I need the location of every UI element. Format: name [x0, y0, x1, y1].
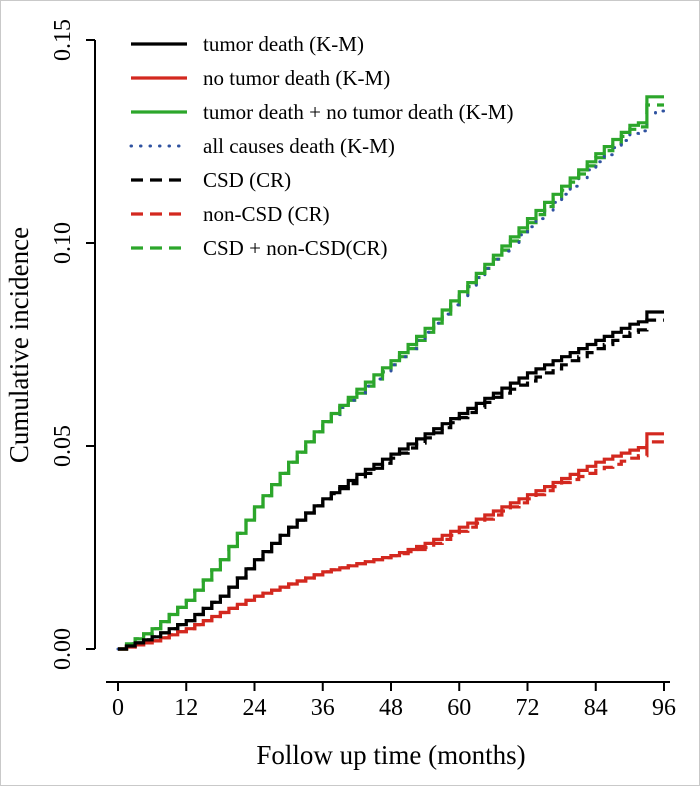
x-tick-label-24: 24 [243, 695, 267, 721]
y-tick-label-0.15: 0.15 [50, 19, 76, 61]
x-tick-label-12: 12 [174, 695, 198, 721]
x-tick-label-96: 96 [652, 695, 676, 721]
legend-label-csd-cr: CSD (CR) [203, 168, 291, 192]
x-tick-label-60: 60 [447, 695, 471, 721]
x-axis-title: Follow up time (months) [256, 740, 525, 770]
legend-label-csd-plus-non-csd-cr: CSD + non-CSD(CR) [203, 236, 388, 260]
series-non-csd-cr-line [118, 440, 664, 651]
legend-label-tumor-plus-no-tumor-death-km: tumor death + no tumor death (K-M) [203, 100, 513, 124]
x-tick-label-72: 72 [516, 695, 540, 721]
legend-label-tumor-death-km: tumor death (K-M) [203, 32, 364, 56]
x-tick-label-84: 84 [584, 695, 608, 721]
series-all-causes-death-km-line [116, 107, 666, 651]
legend-label-non-csd-cr: non-CSD (CR) [203, 202, 330, 226]
series-csd-plus-non-csd-cr-line [118, 103, 664, 651]
x-tick-label-0: 0 [112, 695, 124, 721]
y-tick-label-0.00: 0.00 [50, 628, 76, 670]
y-tick-label-0.05: 0.05 [50, 425, 76, 467]
y-axis-title: Cumulative incidence [4, 227, 34, 463]
series-tumor-plus-no-tumor-death-km-line [118, 95, 664, 651]
x-tick-label-36: 36 [311, 695, 335, 721]
plot-layer: 0.00 0.05 0.10 0.15 0 12 24 36 48 60 72 84 96 tumor d… [50, 19, 676, 721]
legend-label-all-causes-death-km: all causes death (K-M) [203, 134, 395, 158]
legend-label-no-tumor-death-km: no tumor death (K-M) [203, 66, 390, 90]
series-tumor-death-km-line [118, 310, 664, 651]
y-tick-label-0.10: 0.10 [50, 222, 76, 264]
x-tick-label-48: 48 [379, 695, 403, 721]
series-no-tumor-death-km-line [118, 432, 664, 651]
